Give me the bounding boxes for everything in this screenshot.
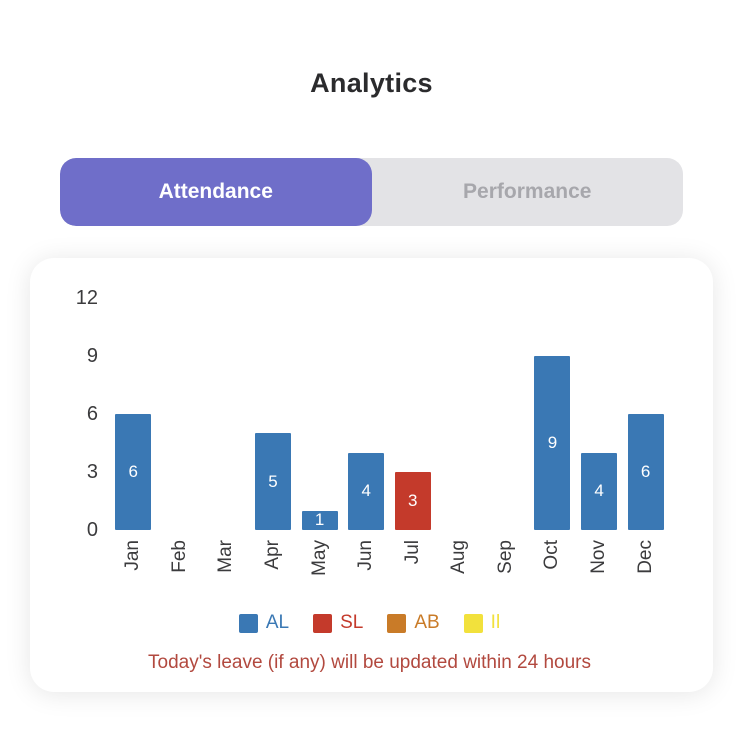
x-axis-labels: Jan Feb Mar Apr May Jun Jul Aug Sep Oct Nov Dec xyxy=(110,540,669,598)
x-tick-label: Sep xyxy=(494,540,516,574)
tab-bar: Attendance Performance xyxy=(60,158,683,226)
legend-swatch-icon xyxy=(463,613,483,633)
x-tick-label: Nov xyxy=(588,540,610,574)
bar-column-feb xyxy=(157,298,204,530)
bar-dec: 6 xyxy=(627,414,664,530)
legend-swatch-icon xyxy=(313,613,333,633)
legend-item-il: Il xyxy=(463,612,501,634)
x-tick-column: Apr xyxy=(250,540,297,598)
legend-label: Il xyxy=(490,612,501,633)
x-tick-label: Dec xyxy=(634,540,656,574)
x-tick-column: Feb xyxy=(157,540,204,598)
y-tick-label: 0 xyxy=(86,519,98,541)
bar-column-sep xyxy=(483,298,530,530)
legend-item-sl: SL xyxy=(313,612,363,634)
x-tick-column: Aug xyxy=(436,540,483,598)
bar-nov: 4 xyxy=(581,452,618,530)
bar-column-jul: 3 xyxy=(389,298,436,530)
bar-jul: 3 xyxy=(394,472,431,530)
x-tick-column: Oct xyxy=(529,540,576,598)
legend-label: AL xyxy=(265,612,290,633)
x-tick-label: Jun xyxy=(355,540,377,571)
y-tick-label: 6 xyxy=(86,403,98,425)
x-tick-label: Mar xyxy=(215,540,237,573)
x-tick-label: Oct xyxy=(541,540,563,570)
y-tick-label: 3 xyxy=(86,461,98,483)
x-tick-label: May xyxy=(308,540,330,576)
legend-label: SL xyxy=(340,612,364,633)
tab-attendance[interactable]: Attendance xyxy=(60,158,372,226)
legend-swatch-icon xyxy=(387,613,407,633)
x-tick-label: Apr xyxy=(262,540,284,570)
x-tick-column: Jan xyxy=(110,540,157,598)
bar-column-nov: 4 xyxy=(576,298,623,530)
bar-column-may: 1 xyxy=(296,298,343,530)
page-title: Analytics xyxy=(310,68,433,98)
x-tick-column: Nov xyxy=(576,540,623,598)
x-tick-label: Aug xyxy=(448,540,470,574)
bar-apr: 5 xyxy=(255,433,292,530)
bar-jan: 6 xyxy=(115,414,152,530)
x-tick-label: Jul xyxy=(401,540,423,565)
legend-item-ab: AB xyxy=(387,612,440,634)
bar-column-apr: 5 xyxy=(250,298,297,530)
bar-may: 1 xyxy=(301,510,338,530)
bar-column-jan: 6 xyxy=(110,298,157,530)
bar-oct: 9 xyxy=(534,356,571,530)
legend-item-al: AL xyxy=(238,612,290,634)
x-tick-label: Feb xyxy=(168,540,190,573)
legend-swatch-icon xyxy=(238,613,258,633)
bar-column-oct: 9 xyxy=(529,298,576,530)
y-tick-label: 12 xyxy=(75,287,98,309)
leave-update-note: Today's leave (if any) will be updated w… xyxy=(148,652,591,673)
bar-column-mar xyxy=(203,298,250,530)
y-axis: 0 3 6 9 12 xyxy=(70,287,110,541)
x-tick-column: Jul xyxy=(389,540,436,598)
tab-performance[interactable]: Performance xyxy=(372,158,684,226)
legend-label: AB xyxy=(414,612,440,633)
y-tick-label: 9 xyxy=(86,345,98,367)
x-tick-column: May xyxy=(296,540,343,598)
bar-jun: 4 xyxy=(348,452,385,530)
x-tick-label: Jan xyxy=(122,540,144,571)
x-tick-column: Jun xyxy=(343,540,390,598)
x-tick-column: Mar xyxy=(203,540,250,598)
x-tick-column: Dec xyxy=(622,540,669,598)
chart-legend: AL SL AB Il xyxy=(70,612,669,634)
bar-column-dec: 6 xyxy=(622,298,669,530)
bar-column-aug xyxy=(436,298,483,530)
x-tick-column: Sep xyxy=(483,540,530,598)
bar-column-jun: 4 xyxy=(343,298,390,530)
